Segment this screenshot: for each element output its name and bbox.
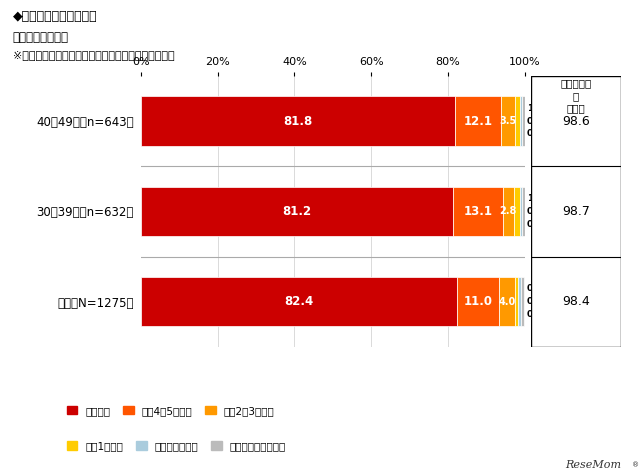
Text: 12.1: 12.1 bbox=[463, 114, 493, 128]
Bar bbox=[518, 277, 522, 326]
Text: 1.3: 1.3 bbox=[527, 104, 543, 113]
Text: 11.0: 11.0 bbox=[464, 295, 493, 308]
Bar bbox=[457, 277, 499, 326]
Text: 3.5: 3.5 bbox=[499, 116, 516, 126]
Text: 98.4: 98.4 bbox=[562, 295, 590, 308]
Text: 0.8: 0.8 bbox=[527, 297, 543, 306]
Bar bbox=[141, 277, 457, 326]
Text: 98.6: 98.6 bbox=[562, 114, 590, 128]
Text: 82.4: 82.4 bbox=[284, 295, 314, 308]
Text: ◆自宅で夕食を作る頻度: ◆自宅で夕食を作る頻度 bbox=[13, 10, 97, 22]
Text: 0.9: 0.9 bbox=[527, 285, 543, 294]
Text: 98.7: 98.7 bbox=[562, 205, 590, 218]
Text: ReseMom: ReseMom bbox=[564, 460, 621, 470]
Bar bbox=[515, 277, 518, 326]
Text: 0.8: 0.8 bbox=[527, 219, 543, 228]
Bar bbox=[501, 96, 515, 146]
Bar bbox=[499, 277, 515, 326]
Bar bbox=[522, 277, 524, 326]
Bar bbox=[520, 96, 522, 146]
Bar bbox=[452, 187, 503, 236]
Legend: ほぼ毎日, 週に4～5日程度, 週に2～3日程度: ほぼ毎日, 週に4～5日程度, 週に2～3日程度 bbox=[63, 401, 279, 420]
Text: （単一回答形式）: （単一回答形式） bbox=[13, 31, 69, 44]
Bar bbox=[503, 187, 514, 236]
Text: 0.5: 0.5 bbox=[527, 207, 543, 216]
Bar bbox=[522, 187, 525, 236]
Text: 計: 計 bbox=[573, 91, 579, 101]
Bar bbox=[141, 187, 452, 236]
Bar bbox=[515, 96, 520, 146]
Text: 13.1: 13.1 bbox=[463, 205, 492, 218]
Text: 2.8: 2.8 bbox=[500, 206, 517, 217]
Bar bbox=[455, 96, 501, 146]
Text: 0.6: 0.6 bbox=[527, 117, 543, 125]
Text: 81.2: 81.2 bbox=[282, 205, 311, 218]
Text: 週１日以上: 週１日以上 bbox=[561, 78, 591, 88]
Legend: 週に1日程度, それ以下の頻度, 夕食は作っていない: 週に1日程度, それ以下の頻度, 夕食は作っていない bbox=[63, 437, 291, 456]
Bar bbox=[520, 187, 522, 236]
Bar bbox=[522, 96, 525, 146]
Bar bbox=[141, 96, 455, 146]
Text: 0.8: 0.8 bbox=[527, 310, 543, 319]
Text: （％）: （％） bbox=[566, 104, 586, 114]
Text: 81.8: 81.8 bbox=[284, 114, 312, 128]
Text: ※対象者：事前調査の回答者で末子が高校生以下の方: ※対象者：事前調査の回答者で末子が高校生以下の方 bbox=[13, 50, 175, 60]
Text: 4.0: 4.0 bbox=[499, 296, 516, 307]
Text: ®: ® bbox=[632, 462, 639, 468]
Text: 1.6: 1.6 bbox=[527, 194, 543, 203]
Text: 0.8: 0.8 bbox=[527, 129, 543, 138]
Bar bbox=[514, 187, 520, 236]
